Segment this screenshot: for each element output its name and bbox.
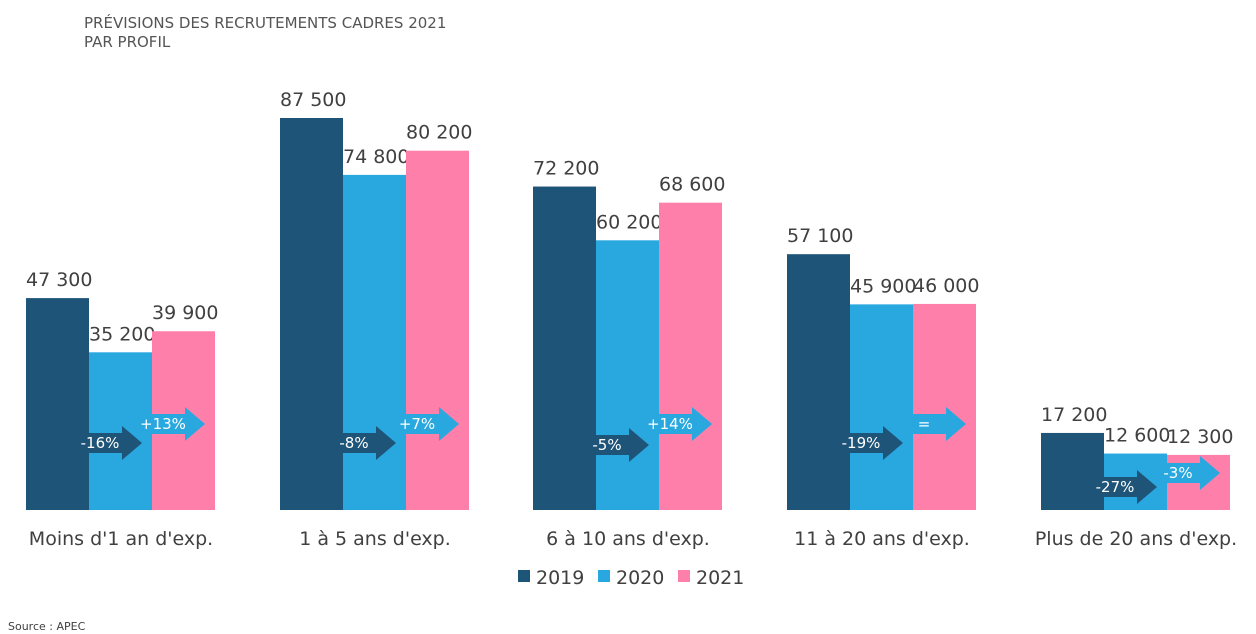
change-2020-2021-5-label: -3% <box>1163 464 1192 482</box>
value-label-2020-1: 35 200 <box>89 323 155 345</box>
bar-2020-3 <box>596 240 659 510</box>
change-2020-2021-3-arrow <box>648 407 712 441</box>
bar-2020-2 <box>343 174 406 510</box>
legend-label-2019: 2019 <box>536 567 584 589</box>
change-2020-2021-1-label: +13% <box>140 415 186 433</box>
value-label-2021-2: 80 200 <box>406 122 472 144</box>
value-label-2021-3: 68 600 <box>659 174 725 196</box>
chart-title-line1: PRÉVISIONS DES RECRUTEMENTS CADRES 2021 <box>84 13 446 32</box>
plot-area: 47 300 87 500 72 200 57 100 17 200 35 200 74 8… <box>26 89 1237 550</box>
change-2019-2020-2-label: -8% <box>339 434 368 452</box>
value-label-2021-5: 12 300 <box>1167 426 1233 448</box>
change-2019-2020-1-label: -16% <box>81 434 120 452</box>
value-label-2019-4: 57 100 <box>787 225 853 247</box>
legend-swatch-2020 <box>598 570 610 582</box>
change-2019-2020-4-label: -19% <box>842 434 881 452</box>
category-label-2: 1 à 5 ans d'exp. <box>299 528 451 550</box>
change-2020-2021-4-arrow <box>902 407 966 441</box>
change-2019-2020-5-label: -27% <box>1096 478 1135 496</box>
value-label-2019-2: 87 500 <box>280 89 346 111</box>
bar-2019-5 <box>1041 432 1104 510</box>
category-label-4: 11 à 20 ans d'exp. <box>794 528 970 550</box>
change-2020-2021-3-label: +14% <box>647 415 693 433</box>
legend-label-2021: 2021 <box>696 567 744 589</box>
legend-swatch-2019 <box>518 570 530 582</box>
change-2020-2021-2-label: +7% <box>399 415 435 433</box>
value-label-2020-5: 12 600 <box>1104 425 1170 447</box>
category-label-1: Moins d'1 an d'exp. <box>29 528 213 550</box>
change-2019-2020-4-arrow <box>839 426 903 460</box>
change-2019-2020-2-arrow <box>332 426 396 460</box>
value-label-2020-4: 45 900 <box>850 275 916 297</box>
chart-title-line2: PAR PROFIL <box>84 33 171 51</box>
bar-2021-3 <box>659 202 722 510</box>
source-note: Source : APEC <box>8 620 86 633</box>
category-label-3: 6 à 10 ans d'exp. <box>546 528 710 550</box>
change-2020-2021-4-label: = <box>918 415 931 433</box>
change-2020-2021-2-arrow <box>395 407 459 441</box>
bar-2021-2 <box>406 150 469 511</box>
bar-2019-4 <box>787 254 850 510</box>
value-label-2019-1: 47 300 <box>26 269 92 291</box>
bar-2021-4 <box>913 303 976 510</box>
bar-2020-4 <box>850 304 913 510</box>
legend: 2019 2020 2021 <box>518 567 744 589</box>
bar-2019-1 <box>26 298 89 510</box>
change-2020-2021-5-arrow <box>1156 456 1220 490</box>
value-label-2019-5: 17 200 <box>1041 404 1107 426</box>
change-2020-2021-1-arrow <box>141 407 205 441</box>
value-label-2020-2: 74 800 <box>343 146 409 168</box>
value-label-2019-3: 72 200 <box>533 158 599 180</box>
legend-swatch-2021 <box>678 570 690 582</box>
change-2019-2020-1-arrow <box>78 426 142 460</box>
value-label-2021-1: 39 900 <box>152 302 218 324</box>
change-2019-2020-3-label: -5% <box>592 436 621 454</box>
legend-label-2020: 2020 <box>616 567 664 589</box>
bar-2019-3 <box>533 186 596 510</box>
change-2019-2020-3-arrow <box>585 428 649 462</box>
category-label-5: Plus de 20 ans d'exp. <box>1035 528 1237 550</box>
value-label-2021-4: 46 000 <box>913 275 979 297</box>
change-2019-2020-5-arrow <box>1093 470 1157 504</box>
value-label-2020-3: 60 200 <box>596 211 662 233</box>
